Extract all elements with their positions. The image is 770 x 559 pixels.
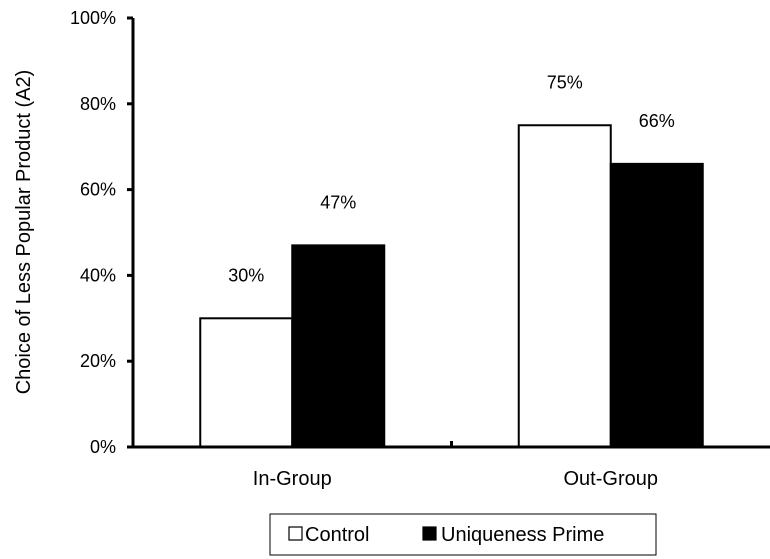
axes	[131, 18, 770, 449]
legend: Control Uniqueness Prime	[269, 513, 657, 556]
legend-box	[269, 513, 657, 556]
legend-swatch-control	[288, 526, 303, 541]
data-label: 30%	[228, 265, 264, 285]
data-labels: 30% 47% 75% 66%	[228, 72, 675, 285]
y-tick-label: 60%	[80, 180, 116, 200]
category-label: Out-Group	[564, 468, 658, 490]
legend-swatch-uniqueness-prime	[422, 526, 437, 541]
bar-uniqueness-prime-0	[291, 244, 386, 448]
bars	[199, 124, 704, 449]
bar-uniqueness-prime-1	[609, 162, 704, 449]
y-axis-ticks: 0% 20% 40% 60% 80% 100%	[70, 8, 133, 457]
y-tick-label: 100%	[70, 8, 116, 28]
y-tick-label: 40%	[80, 265, 116, 285]
bar-control-0	[199, 317, 294, 448]
data-label: 66%	[639, 111, 675, 131]
data-label: 47%	[320, 192, 356, 212]
data-label: 75%	[547, 72, 583, 92]
y-axis-title: Choice of Less Popular Product (A2)	[13, 70, 35, 395]
legend-label: Uniqueness Prime	[441, 524, 604, 546]
category-label: In-Group	[253, 468, 332, 490]
category-labels: In-Group Out-Group	[253, 468, 658, 490]
bar-control-1	[517, 124, 612, 448]
legend-label: Control	[305, 524, 369, 546]
y-tick-label: 80%	[80, 94, 116, 114]
y-tick-label: 20%	[80, 351, 116, 371]
y-tick-label: 0%	[90, 437, 116, 457]
